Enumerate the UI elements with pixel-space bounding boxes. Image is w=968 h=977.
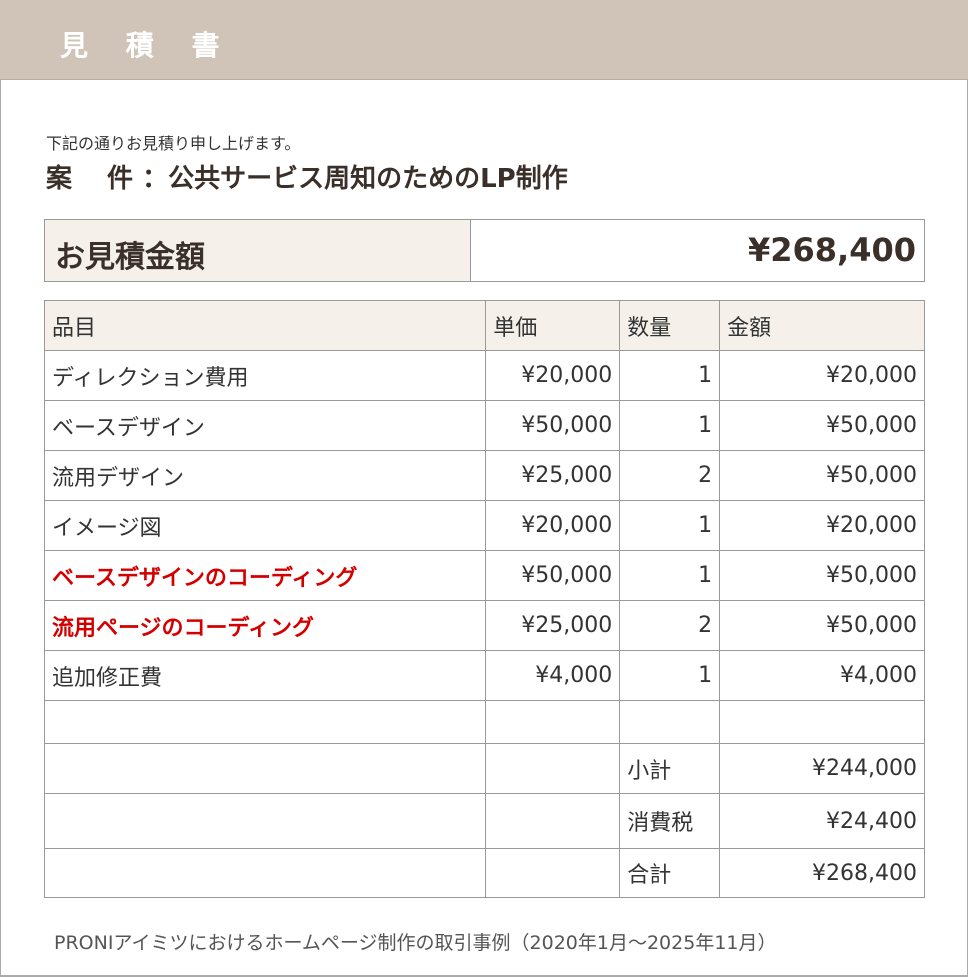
total-label: お見積金額: [45, 220, 471, 281]
amount-cell: ¥50,000: [719, 600, 925, 651]
qty-cell: 1: [619, 400, 721, 451]
total-box: お見積金額 ¥268,400: [44, 219, 925, 282]
summary-row: 消費税 ¥24,400: [43, 793, 925, 849]
item-cell: 流用ページのコーディング: [43, 600, 487, 651]
summary-label: 合計: [619, 848, 721, 898]
table-row: 流用ページのコーディング ¥25,000 2 ¥50,000: [43, 600, 925, 651]
estimate-table: 品目 単価 数量 金額 ディレクション費用 ¥20,000 1 ¥20,000 …: [43, 300, 925, 898]
item-cell: ベースデザイン: [43, 400, 487, 451]
price-cell: ¥20,000: [485, 350, 621, 401]
total-value: ¥268,400: [747, 231, 916, 269]
amount-cell: ¥4,000: [719, 650, 925, 701]
summary-row: 合計 ¥268,400: [43, 848, 925, 898]
document-title: 見 積 書: [60, 29, 234, 62]
table-row: ベースデザイン ¥50,000 1 ¥50,000: [43, 400, 925, 451]
table-row: ベースデザインのコーディング ¥50,000 1 ¥50,000: [43, 550, 925, 601]
col-amount: 金額: [719, 300, 925, 351]
price-cell: ¥50,000: [485, 550, 621, 601]
empty-row: [43, 700, 925, 744]
intro-text: 下記の通りお見積り申し上げます。: [46, 134, 301, 153]
price-cell: ¥4,000: [485, 650, 621, 701]
col-price: 単価: [485, 300, 621, 351]
col-item: 品目: [43, 300, 487, 351]
amount-cell: ¥50,000: [719, 400, 925, 451]
qty-cell: 1: [619, 650, 721, 701]
price-cell: ¥25,000: [485, 600, 621, 651]
amount-cell: ¥20,000: [719, 500, 925, 551]
table-row: 追加修正費 ¥4,000 1 ¥4,000: [43, 650, 925, 701]
price-cell: ¥20,000: [485, 500, 621, 551]
price-cell: ¥50,000: [485, 400, 621, 451]
footer-note: PRONIアイミツにおけるホームページ制作の取引事例（2020年1月〜2025年…: [54, 932, 777, 954]
amount-cell: ¥50,000: [719, 450, 925, 501]
summary-value: ¥268,400: [719, 848, 925, 898]
item-cell: イメージ図: [43, 500, 487, 551]
header-bar: 見 積 書: [0, 0, 968, 80]
col-qty: 数量: [619, 300, 721, 351]
item-cell: 追加修正費: [43, 650, 487, 701]
qty-cell: 2: [619, 600, 721, 651]
summary-label: 小計: [619, 743, 721, 794]
table-header: 品目 単価 数量 金額: [43, 300, 925, 351]
item-cell: ベースデザインのコーディング: [43, 550, 487, 601]
table-row: 流用デザイン ¥25,000 2 ¥50,000: [43, 450, 925, 501]
qty-cell: 1: [619, 550, 721, 601]
price-cell: ¥25,000: [485, 450, 621, 501]
item-cell: 流用デザイン: [43, 450, 487, 501]
amount-cell: ¥50,000: [719, 550, 925, 601]
summary-label: 消費税: [619, 793, 721, 849]
table-row: イメージ図 ¥20,000 1 ¥20,000: [43, 500, 925, 551]
qty-cell: 1: [619, 500, 721, 551]
qty-cell: 1: [619, 350, 721, 401]
table-row: ディレクション費用 ¥20,000 1 ¥20,000: [43, 350, 925, 401]
amount-cell: ¥20,000: [719, 350, 925, 401]
qty-cell: 2: [619, 450, 721, 501]
subject-line: 案 件 ：公共サービス周知のためのLP制作: [46, 164, 568, 194]
summary-row: 小計 ¥244,000: [43, 743, 925, 794]
item-cell: ディレクション費用: [43, 350, 487, 401]
summary-value: ¥24,400: [719, 793, 925, 849]
summary-value: ¥244,000: [719, 743, 925, 794]
